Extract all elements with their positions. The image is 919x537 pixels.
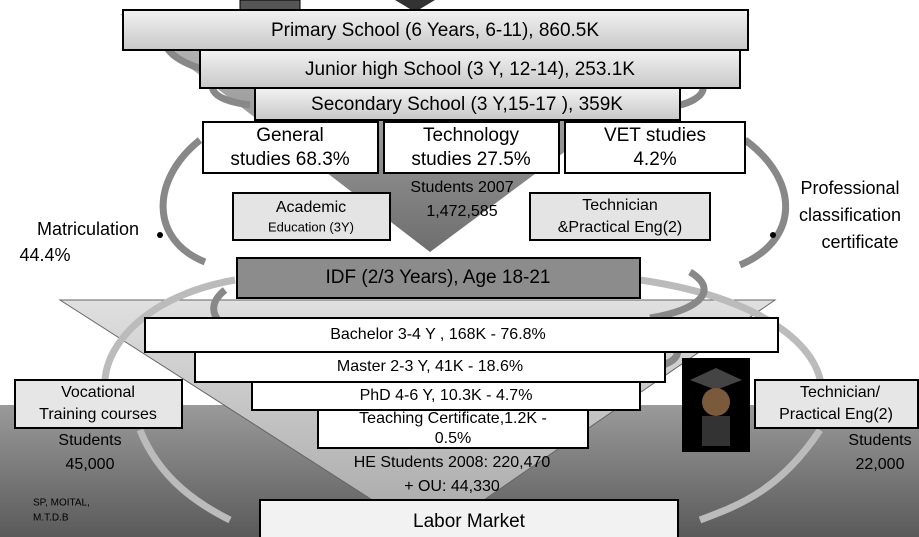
technician-secondary: &Practical Eng(2) [558,219,683,236]
track: 4.2% [633,149,676,170]
students-2007: 1,472,585 [426,203,497,220]
vocational-students: Students [58,432,121,449]
track: studies 68.3% [230,149,349,170]
boxes [14,9,919,537]
matriculation: Matriculation [37,219,139,239]
teaching: 0.5% [435,430,471,447]
professional: Professional [800,178,899,198]
he-students: + OU: 44,330 [404,478,500,495]
technician-post: Technician/ [800,384,881,401]
technician-students: 22,000 [856,456,905,473]
teaching: Teaching Certificate,1.2K - [359,410,547,427]
source: M.T.D.B [33,513,69,524]
technician-students: Students [848,432,911,449]
vocational-students: 45,000 [66,456,115,473]
academic: Academic [276,199,346,216]
vocational: Vocational [61,384,135,401]
master: Master 2-3 Y, 41K - 18.6% [337,358,523,375]
matriculation: 44.4% [19,245,70,265]
labels: Primary School (6 Years, 6-11), 860.5K J… [19,20,911,532]
track: VET studies [604,125,706,146]
track: studies 27.5% [411,149,530,170]
he-students: HE Students 2008: 220,470 [354,454,551,471]
source: SP, MOITAL, [33,498,90,509]
track: Technology [423,125,520,146]
phd: PhD 4-6 Y, 10.3K - 4.7% [360,387,533,404]
professional: certificate [821,232,898,252]
professional: classification [799,205,901,225]
idf: IDF (2/3 Years), Age 18-21 [326,267,551,288]
track: General [256,125,324,146]
junior: Junior high School (3 Y, 12-14), 253.1K [305,59,635,80]
labor-market: Labor Market [413,511,526,532]
academic: Education (3Y) [268,219,354,234]
secondary: Secondary School (3 Y,15-17 ), 359K [311,94,623,115]
graduate-image [682,358,750,452]
students-2007: Students 2007 [410,179,513,196]
bachelor: Bachelor 3-4 Y , 168K - 76.8% [330,326,546,343]
technician-secondary: Technician [582,197,658,214]
vocational: Training courses [39,406,157,423]
technician-post: Practical Eng(2) [779,406,893,423]
primary: Primary School (6 Years, 6-11), 860.5K [271,20,599,41]
